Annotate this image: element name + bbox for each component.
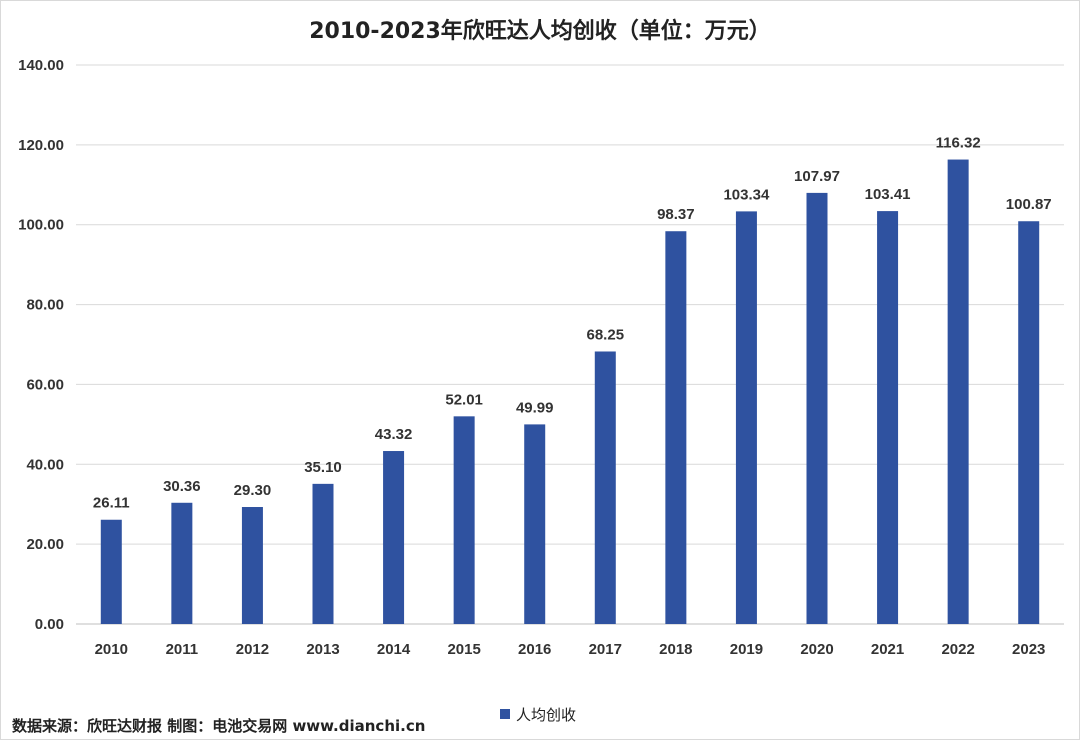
y-tick-label: 100.00 — [18, 217, 64, 234]
data-labels: 26.11 30.36 29.30 35.10 43.32 52.01 49.99 68.25… — [93, 135, 1052, 512]
x-tick-label-2022: 2022 — [941, 641, 974, 658]
data-label-2020: 107.97 — [794, 168, 840, 185]
bar-series — [100, 159, 1040, 625]
data-label-2022: 116.32 — [936, 135, 981, 152]
chart-title: 2010-2023年欣旺达人均创收（单位：万元） — [309, 18, 771, 44]
bar-2015 — [453, 416, 475, 624]
legend: 人均创收 — [500, 706, 576, 724]
data-label-2015: 52.01 — [445, 391, 483, 408]
data-label-2013: 35.10 — [304, 459, 342, 476]
x-tick-label-2013: 2013 — [306, 641, 339, 658]
x-tick-label-2018: 2018 — [659, 641, 692, 658]
y-axis-ticks: 0.00 20.00 40.00 60.00 80.00 100.00 120.00 140.… — [18, 57, 64, 633]
grid-layer — [76, 64, 1064, 625]
y-tick-label: 40.00 — [26, 456, 64, 473]
legend-label: 人均创收 — [516, 706, 576, 724]
bar-2014 — [383, 451, 405, 624]
bar-2020 — [806, 192, 828, 624]
bar-2012 — [241, 507, 263, 624]
data-label-2011: 30.36 — [163, 478, 201, 495]
data-label-2019: 103.34 — [723, 186, 770, 203]
bar-2023 — [1018, 221, 1040, 625]
x-axis-ticks: 2010 2011 2012 2013 2014 2015 2016 2017 2018 2019… — [95, 641, 1046, 658]
x-tick-label-2016: 2016 — [518, 641, 551, 658]
data-label-2021: 103.41 — [865, 186, 911, 203]
y-tick-label: 0.00 — [35, 616, 64, 633]
bar-2013 — [312, 483, 334, 624]
x-tick-label-2012: 2012 — [236, 641, 269, 658]
data-label-2023: 100.87 — [1006, 196, 1052, 213]
x-tick-label-2017: 2017 — [589, 641, 622, 658]
data-label-2018: 98.37 — [657, 206, 695, 223]
y-tick-label: 60.00 — [26, 376, 64, 393]
bar-2011 — [171, 502, 193, 624]
bar-2022 — [947, 159, 969, 625]
bar-2019 — [735, 211, 757, 624]
bar-2021 — [877, 211, 899, 625]
data-label-2016: 49.99 — [516, 399, 554, 416]
x-tick-label-2014: 2014 — [377, 641, 411, 658]
data-label-2017: 68.25 — [587, 326, 625, 343]
legend-swatch — [500, 709, 510, 719]
bar-2018 — [665, 231, 687, 624]
y-tick-label: 20.00 — [26, 536, 64, 553]
bar-2010 — [100, 519, 122, 624]
data-label-2014: 43.32 — [375, 426, 413, 443]
x-tick-label-2020: 2020 — [800, 641, 833, 658]
x-tick-label-2015: 2015 — [447, 641, 480, 658]
x-tick-label-2023: 2023 — [1012, 641, 1045, 658]
data-label-2012: 29.30 — [234, 482, 272, 499]
x-tick-label-2010: 2010 — [95, 641, 128, 658]
x-tick-label-2011: 2011 — [166, 641, 199, 658]
y-tick-label: 140.00 — [18, 57, 64, 74]
bar-2017 — [594, 351, 616, 624]
y-tick-label: 120.00 — [18, 137, 64, 154]
source-note: 数据来源：欣旺达财报 制图：电池交易网 www.dianchi.cn — [12, 717, 425, 735]
bar-2016 — [524, 424, 546, 624]
data-label-2010: 26.11 — [93, 495, 130, 512]
y-tick-label: 80.00 — [26, 297, 64, 314]
x-tick-label-2021: 2021 — [871, 641, 904, 658]
x-tick-label-2019: 2019 — [730, 641, 763, 658]
